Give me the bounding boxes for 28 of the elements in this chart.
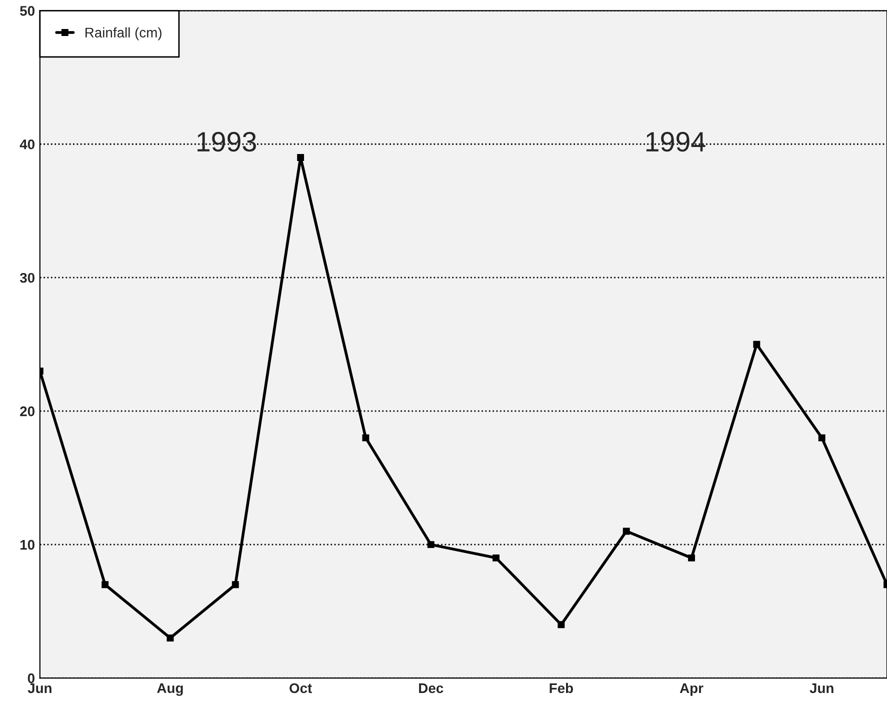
point	[622, 528, 630, 535]
x-tick-label: Apr	[680, 683, 704, 696]
y-tick-label: 30	[20, 272, 34, 283]
point	[492, 554, 500, 562]
y-tick-label: 50	[20, 6, 34, 16]
point	[232, 581, 239, 588]
x-tick-label: Jun	[28, 683, 52, 694]
point	[297, 154, 304, 161]
y-tick-label: 0	[28, 673, 34, 684]
annotation: 1993	[198, 132, 256, 152]
y-tick-label: 10	[20, 540, 34, 550]
point	[688, 554, 695, 562]
x-tick-label: Dec	[419, 683, 444, 694]
point	[818, 434, 826, 442]
point	[558, 621, 565, 628]
legend-label: Rainfall (cm)	[86, 27, 162, 40]
point	[427, 541, 434, 548]
y-tick-label: 20	[20, 406, 34, 416]
x-tick-label: Aug	[157, 683, 183, 696]
y-tick-label: 40	[20, 139, 34, 150]
annotation: 1994	[646, 132, 706, 152]
point	[753, 340, 760, 348]
x-tick-label: Feb	[550, 682, 573, 694]
point	[166, 634, 174, 642]
x-tick-label: Jun	[810, 683, 834, 694]
point	[102, 581, 109, 588]
x-tick-label: Oct	[290, 683, 312, 694]
point	[362, 434, 370, 442]
